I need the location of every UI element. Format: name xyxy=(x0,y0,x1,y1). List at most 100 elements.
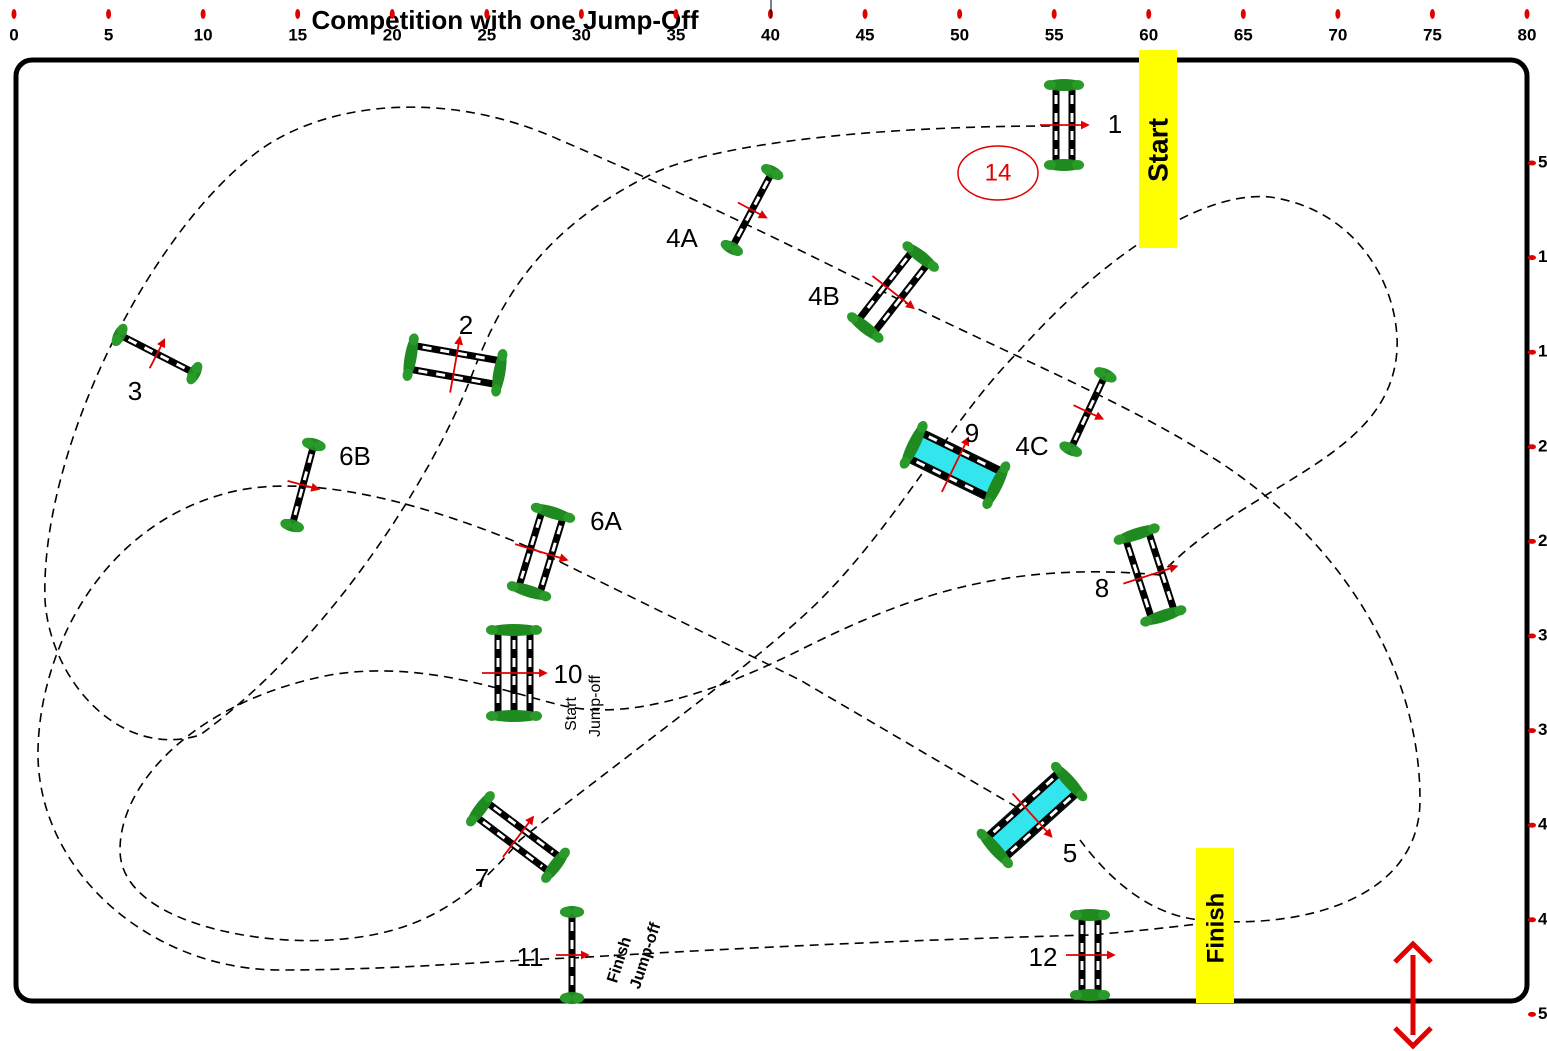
double-arrow xyxy=(1393,940,1433,1050)
jump xyxy=(556,906,590,1004)
jump xyxy=(720,163,784,257)
ruler-label: 55 xyxy=(1045,25,1064,44)
start-marker xyxy=(1139,50,1177,248)
wing xyxy=(977,829,1013,868)
wing xyxy=(484,791,495,803)
wing xyxy=(486,711,498,721)
wing xyxy=(1076,790,1088,802)
ruler-tick xyxy=(11,9,17,19)
jump-label: 5 xyxy=(1063,838,1077,868)
start-label: Start xyxy=(1142,118,1173,182)
ruler-tick xyxy=(106,9,112,19)
rail-stripe xyxy=(735,180,769,240)
ruler-tick xyxy=(484,9,490,19)
wing xyxy=(1174,605,1187,616)
wing xyxy=(1098,990,1110,1000)
rail-stripe xyxy=(418,369,488,385)
ruler-label: 2 xyxy=(1538,531,1547,550)
jump-label: 1 xyxy=(1108,109,1122,139)
jump-label: 4C xyxy=(1015,431,1048,461)
wing xyxy=(872,331,884,343)
jump xyxy=(466,791,570,883)
round-number: 14 xyxy=(985,159,1012,186)
ruler-tick xyxy=(862,9,868,19)
wing xyxy=(976,828,988,840)
direction-arrow xyxy=(287,479,321,492)
ruler-label: 10 xyxy=(194,25,213,44)
wing xyxy=(492,349,507,397)
jump-label: 12 xyxy=(1029,942,1058,972)
wing xyxy=(1070,990,1082,1000)
wing xyxy=(1070,446,1082,457)
wing xyxy=(902,241,914,253)
jump xyxy=(1059,367,1117,457)
direction-arrow xyxy=(941,436,970,493)
wing xyxy=(486,710,542,722)
wing xyxy=(1044,160,1056,170)
ruler-label: 25 xyxy=(477,25,496,44)
jump-label: 4A xyxy=(666,223,698,253)
jump-off-start: Jump-off xyxy=(587,674,604,737)
jump-label: 11 xyxy=(517,942,544,972)
wing xyxy=(999,461,1011,474)
direction-arrow xyxy=(1123,564,1179,585)
ruler-label: 60 xyxy=(1139,25,1158,44)
wing xyxy=(302,437,315,448)
wing xyxy=(403,333,418,381)
wing xyxy=(1094,367,1106,378)
wing xyxy=(559,847,570,859)
jump xyxy=(111,323,203,385)
wing xyxy=(530,502,543,513)
wing xyxy=(560,907,572,917)
wing xyxy=(186,372,197,385)
ruler-label: 50 xyxy=(950,25,969,44)
direction-arrow xyxy=(148,338,166,369)
jump-label: 3 xyxy=(128,376,142,406)
wing xyxy=(1002,857,1014,869)
jump-label: 6A xyxy=(590,506,622,536)
jump-label: 4B xyxy=(808,281,840,311)
wing xyxy=(572,907,584,917)
wing xyxy=(1050,761,1062,773)
wing xyxy=(1104,372,1117,383)
title: Competition with one Jump-Off xyxy=(311,5,698,35)
ruler-label: 45 xyxy=(856,25,875,44)
jump-label: 6B xyxy=(339,441,371,471)
ruler-label: 2 xyxy=(1538,436,1547,455)
route xyxy=(37,106,1421,971)
direction-arrow xyxy=(1073,404,1105,420)
wing xyxy=(313,440,326,452)
rail-stripe xyxy=(1149,539,1174,604)
wing xyxy=(572,993,584,1003)
ruler-tick xyxy=(1335,9,1341,19)
direction-arrow xyxy=(502,815,535,858)
ruler-tick xyxy=(1051,9,1057,19)
ruler-tick xyxy=(1524,9,1530,19)
ruler-label: 1 xyxy=(1538,342,1547,361)
ruler-tick xyxy=(389,9,395,19)
wing xyxy=(917,421,928,433)
direction-arrow xyxy=(871,275,915,310)
jump-label: 2 xyxy=(459,310,473,340)
rail-stripe xyxy=(878,269,924,327)
ruler-label: 20 xyxy=(383,25,402,44)
ruler-label: 5 xyxy=(1538,1004,1547,1023)
wing xyxy=(720,239,733,251)
jump xyxy=(506,502,576,602)
ruler-tick xyxy=(1528,728,1536,734)
ruler-tick xyxy=(1528,633,1536,639)
ruler-label: 80 xyxy=(1518,25,1537,44)
wing xyxy=(466,815,477,827)
ruler-label: 30 xyxy=(572,25,591,44)
rail-stripe xyxy=(1126,546,1151,611)
wing xyxy=(497,349,508,362)
wing xyxy=(1044,80,1056,90)
wing xyxy=(761,163,773,175)
wing xyxy=(1072,80,1084,90)
rail-stripe xyxy=(862,257,908,315)
wing xyxy=(983,461,1009,509)
ruler-label: 70 xyxy=(1328,25,1347,44)
wing xyxy=(280,518,293,530)
jump xyxy=(976,761,1088,869)
